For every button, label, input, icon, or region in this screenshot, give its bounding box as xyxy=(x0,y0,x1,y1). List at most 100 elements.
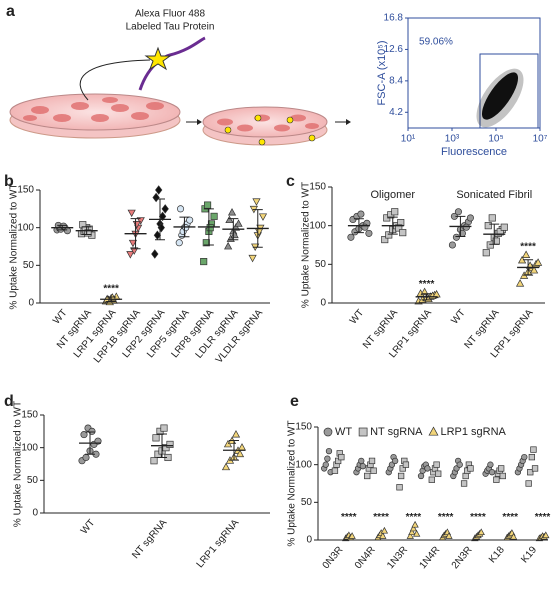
x-tick-label: WT xyxy=(348,308,366,327)
y-axis-label: % Uptake Normalized to WT xyxy=(301,182,312,308)
x-tick-label: WT xyxy=(51,308,69,327)
legend-label: NT sgRNA xyxy=(370,426,423,438)
point xyxy=(202,239,210,247)
point xyxy=(509,532,518,540)
point xyxy=(466,214,474,222)
point xyxy=(527,469,534,476)
point xyxy=(370,467,377,474)
point xyxy=(488,469,496,476)
significance: **** xyxy=(502,512,518,523)
panel-label: c xyxy=(286,173,295,190)
point xyxy=(406,532,414,539)
point xyxy=(182,224,190,232)
x-tick-label: NT sgRNA xyxy=(130,517,169,561)
point xyxy=(161,204,169,214)
error-bar xyxy=(130,218,141,250)
y-tick-label: 100 xyxy=(309,220,326,231)
subpanel-title: Sonicated Fibril xyxy=(456,189,532,201)
error-bar xyxy=(489,223,500,245)
y-tick-label: 0 xyxy=(32,508,38,519)
error-bar xyxy=(228,218,239,241)
point xyxy=(487,461,494,468)
error-bar xyxy=(81,226,92,235)
point xyxy=(530,446,537,453)
legend-label: WT xyxy=(335,426,352,438)
point xyxy=(392,457,399,465)
y-axis-label: % Uptake Normalized to WT xyxy=(13,401,24,527)
point xyxy=(521,453,528,461)
point xyxy=(186,216,194,224)
point xyxy=(488,214,496,222)
x-tick-label: LRP1 sgRNA xyxy=(195,517,242,570)
point xyxy=(331,467,339,474)
y-tick-label: 50 xyxy=(23,260,35,271)
point xyxy=(529,265,539,274)
y-tick-label: 150 xyxy=(295,422,312,433)
point xyxy=(323,427,333,437)
point xyxy=(460,480,468,487)
point xyxy=(128,239,138,248)
error-bar xyxy=(387,216,398,235)
x-tick-label: 10³ xyxy=(445,134,460,145)
point xyxy=(454,208,462,216)
point xyxy=(200,258,208,266)
tau-protein xyxy=(138,36,206,91)
y-tick-label: 100 xyxy=(295,459,312,470)
x-tick-label: 10⁵ xyxy=(488,134,503,145)
point xyxy=(433,461,440,468)
point xyxy=(151,249,159,259)
point xyxy=(252,198,261,206)
point xyxy=(231,430,241,438)
y-axis-label: % Uptake Normalized to WT xyxy=(287,420,298,546)
point xyxy=(528,453,536,461)
gate xyxy=(479,53,539,129)
significance: **** xyxy=(535,512,551,523)
error-bar xyxy=(353,218,364,234)
point xyxy=(456,461,463,468)
error-bar xyxy=(157,433,167,458)
point xyxy=(445,532,453,539)
significance: **** xyxy=(103,284,119,295)
point xyxy=(334,457,342,465)
point xyxy=(136,217,145,225)
point xyxy=(477,528,485,536)
error-bar xyxy=(252,209,263,248)
point xyxy=(166,440,174,448)
point xyxy=(155,185,163,195)
error-bar xyxy=(85,431,95,455)
point xyxy=(365,229,373,237)
cell-cloud xyxy=(476,68,524,128)
legend-label: LRP1 sgRNA xyxy=(440,426,506,438)
point xyxy=(338,453,345,461)
significance: **** xyxy=(406,512,422,523)
point xyxy=(379,532,387,539)
point xyxy=(221,462,231,471)
y-tick-label: 150 xyxy=(17,185,34,196)
point xyxy=(150,457,158,465)
y-tick-label: 150 xyxy=(21,410,38,421)
point xyxy=(411,520,419,528)
point xyxy=(417,472,425,480)
point xyxy=(482,249,490,257)
point xyxy=(127,209,136,218)
point xyxy=(225,215,234,224)
point xyxy=(462,472,469,480)
point xyxy=(210,212,218,220)
point xyxy=(325,447,333,455)
point xyxy=(206,224,214,232)
point xyxy=(175,239,183,247)
point xyxy=(515,279,525,287)
point xyxy=(358,427,368,437)
error-bar xyxy=(57,224,68,231)
point xyxy=(496,228,504,236)
point xyxy=(204,201,212,209)
significance: **** xyxy=(520,242,536,253)
error-bar xyxy=(106,296,117,302)
x-tick-label: 0N4R xyxy=(353,545,378,572)
point xyxy=(385,231,393,239)
error-bar xyxy=(203,208,214,246)
point xyxy=(428,426,439,436)
point xyxy=(409,524,418,532)
point xyxy=(126,251,135,259)
